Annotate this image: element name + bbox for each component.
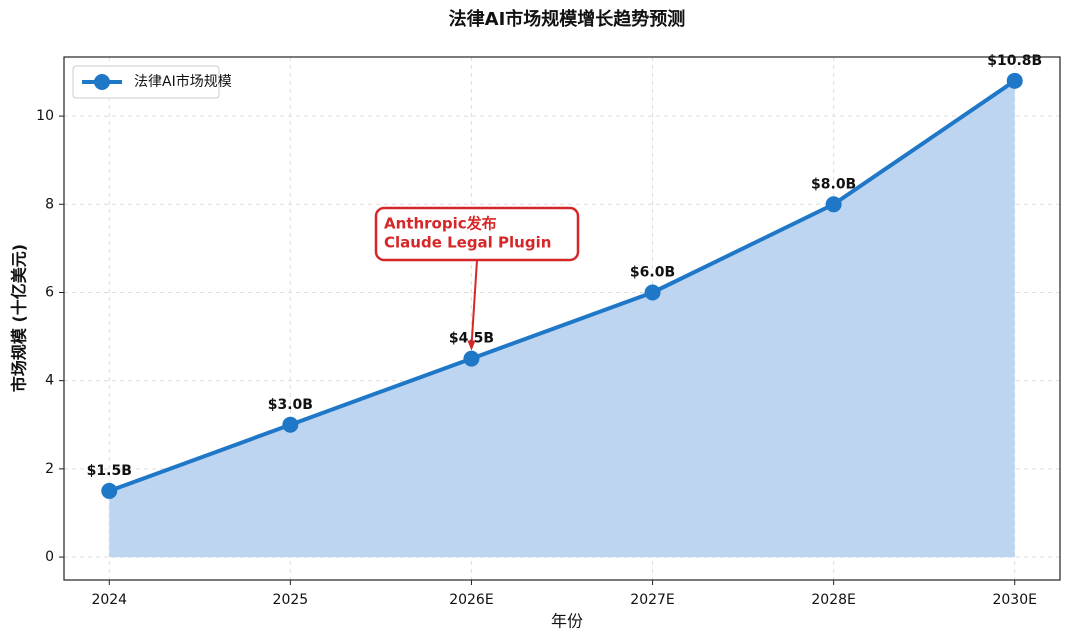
- point: [825, 196, 842, 213]
- legend-label: 法律AI市场规模: [134, 73, 232, 90]
- value-label: $3.0B: [268, 397, 313, 413]
- annotation-arrowhead: [467, 340, 476, 351]
- y-tick-label: 0: [45, 549, 54, 565]
- legend-marker: [94, 74, 110, 90]
- x-tick-label: 2024: [91, 592, 127, 608]
- x-tick-label: 2030E: [992, 592, 1036, 608]
- value-label: $1.5B: [87, 463, 132, 479]
- annotation-text: Anthropic发布: [384, 215, 497, 233]
- line: [108, 79, 1016, 493]
- x-tick-label: 2026E: [449, 592, 493, 608]
- point: [282, 416, 299, 433]
- legend: 法律AI市场规模: [72, 65, 232, 99]
- y-tick-label: 6: [45, 284, 54, 300]
- y-tick-label: 8: [45, 196, 54, 212]
- area: [109, 80, 1015, 558]
- x-tick-label: 2028E: [811, 592, 855, 608]
- point: [644, 284, 661, 301]
- x-axis-label: 年份: [551, 612, 583, 631]
- chart-title: 法律AI市场规模增长趋势预测: [449, 8, 686, 30]
- y-tick-label: 2: [45, 461, 54, 477]
- x-tick-label: 2025: [273, 592, 309, 608]
- value-label: $6.0B: [630, 264, 675, 280]
- legend-box: [72, 65, 220, 99]
- point: [463, 350, 480, 367]
- value-label: $10.8B: [987, 53, 1042, 69]
- annotation-text: Claude Legal Plugin: [384, 234, 551, 252]
- annotation-arrow: [470, 259, 478, 347]
- y-axis-label: 市场规模 (十亿美元): [10, 244, 29, 392]
- plot-frame: [63, 56, 1061, 581]
- y-tick-label: 4: [45, 373, 54, 389]
- x-tick-label: 2027E: [630, 592, 674, 608]
- value-label: $8.0B: [811, 176, 856, 192]
- point: [1006, 72, 1023, 89]
- y-tick-label: 10: [36, 108, 54, 124]
- point: [101, 482, 118, 499]
